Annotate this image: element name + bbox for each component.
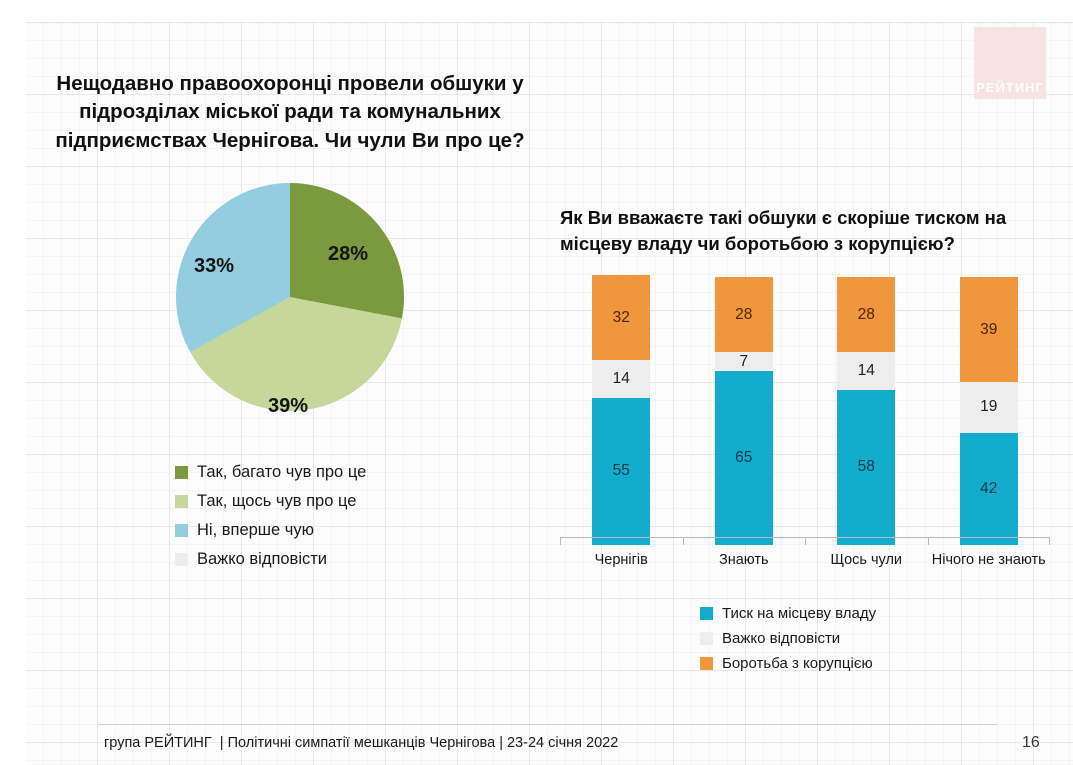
bar-segment: 65: [714, 371, 773, 545]
bar-segment-value: 19: [980, 398, 998, 416]
bar-chart-legend: Тиск на місцеву владу Важко відповісти Б…: [700, 605, 876, 680]
legend-item: Так, багато чув про це: [175, 463, 540, 482]
bar-segment-value: 14: [612, 370, 630, 388]
legend-swatch-icon: [700, 607, 713, 620]
bar-segment-value: 28: [857, 305, 875, 323]
legend-swatch-icon: [700, 632, 713, 645]
legend-label: Важко відповісти: [722, 630, 841, 647]
x-axis-label: Чернігів: [594, 551, 648, 568]
bar-segment-value: 14: [857, 362, 875, 380]
bar-column: 28 7 65: [714, 275, 773, 545]
pie-chart-figure: 28% 39% 33%: [176, 182, 404, 417]
bar-segment: 58: [837, 389, 896, 545]
bar-chart-panel: Як Ви вважаєте такі обшуки є скоріше тис…: [560, 205, 1055, 695]
logo-text: РЕЙТИНГ: [976, 80, 1044, 95]
x-axis-label: Щось чули: [830, 551, 903, 568]
axis-tick: [560, 536, 561, 545]
pie-slice-label-0: 28%: [328, 242, 369, 265]
bar-segment: 42: [959, 432, 1018, 545]
bar-column: 28 14 58: [837, 275, 896, 545]
bar-segment-value: 7: [739, 352, 749, 370]
legend-item: Важко відповісти: [700, 630, 876, 647]
x-axis-label: Нічого не знають: [931, 551, 1046, 568]
pie-chart-legend: Так, багато чув про це Так, щось чув про…: [175, 463, 540, 569]
bar-segment: 14: [837, 352, 896, 390]
bar-segment-value: 55: [612, 462, 630, 480]
axis-tick: [1049, 536, 1050, 545]
bar-segment-value: 58: [857, 458, 875, 476]
legend-swatch-icon: [175, 465, 188, 479]
legend-label: Так, багато чув про це: [197, 462, 367, 481]
legend-label: Боротьба з корупцією: [722, 655, 873, 672]
bar-segment: 28: [837, 277, 896, 353]
pie-slice-label-1: 39%: [268, 394, 309, 417]
top-margin: [0, 0, 1073, 22]
legend-label: Ні, вперше чую: [197, 520, 315, 539]
bar-segment-value: 32: [612, 308, 630, 326]
page-number: 16: [1022, 734, 1040, 751]
bar-column: 39 19 42: [959, 275, 1018, 545]
legend-label: Тиск на місцеву владу: [722, 605, 877, 622]
bar-segment-value: 42: [980, 479, 998, 497]
legend-item: Тиск на місцеву владу: [700, 605, 876, 622]
legend-item: Ні, вперше чую: [175, 521, 540, 540]
pie-chart-panel: Нещодавно правоохоронці провели обшуки у…: [40, 70, 540, 600]
bar-column: 32 14 55: [592, 274, 651, 545]
legend-label: Так, щось чув про це: [197, 491, 357, 510]
x-axis: Чернігів Знають Щось чули Нічого не знають: [560, 536, 1050, 568]
legend-item: Боротьба з корупцією: [700, 655, 876, 672]
pie-slices: [176, 182, 404, 411]
bar-segment: 28: [714, 277, 773, 353]
legend-item: Важко відповісти: [175, 550, 540, 569]
bar-segment: 32: [592, 274, 651, 361]
footer-divider: [98, 724, 998, 725]
legend-swatch-icon: [175, 494, 188, 508]
pie-slice-label-2: 33%: [194, 254, 235, 277]
axis-tick: [805, 536, 806, 545]
pie-chart-title: Нещодавно правоохоронці провели обшуки у…: [55, 72, 525, 152]
bar-segment: 14: [592, 360, 651, 398]
x-axis-label: Знають: [718, 551, 769, 568]
bar-segment: 55: [592, 397, 651, 545]
legend-item: Так, щось чув про це: [175, 492, 540, 511]
rating-logo: РЕЙТИНГ: [974, 27, 1046, 99]
bar-segment-value: 28: [735, 305, 753, 323]
left-margin: [0, 0, 26, 765]
footer-caption: група РЕЙТИНГ | Політичні симпатії мешка…: [104, 735, 619, 751]
bar-segment: 39: [959, 277, 1018, 382]
bar-segment-value: 65: [735, 448, 753, 466]
bar-chart-plot: 32 14 55 28 7 65 28 14 58 39 19 42 Чернігів Знають Що…: [560, 274, 1050, 568]
legend-label: Важко відповісти: [197, 549, 328, 568]
bar-segment-value: 39: [980, 320, 998, 338]
bar-segment: 19: [959, 381, 1018, 433]
bar-chart-title: Як Ви вважаєте такі обшуки є скоріше тис…: [560, 207, 1007, 254]
legend-swatch-icon: [700, 657, 713, 670]
axis-tick: [928, 536, 929, 545]
legend-swatch-icon: [175, 552, 188, 566]
axis-tick: [683, 536, 684, 545]
legend-swatch-icon: [175, 523, 188, 537]
bar-segment: 7: [714, 352, 773, 372]
